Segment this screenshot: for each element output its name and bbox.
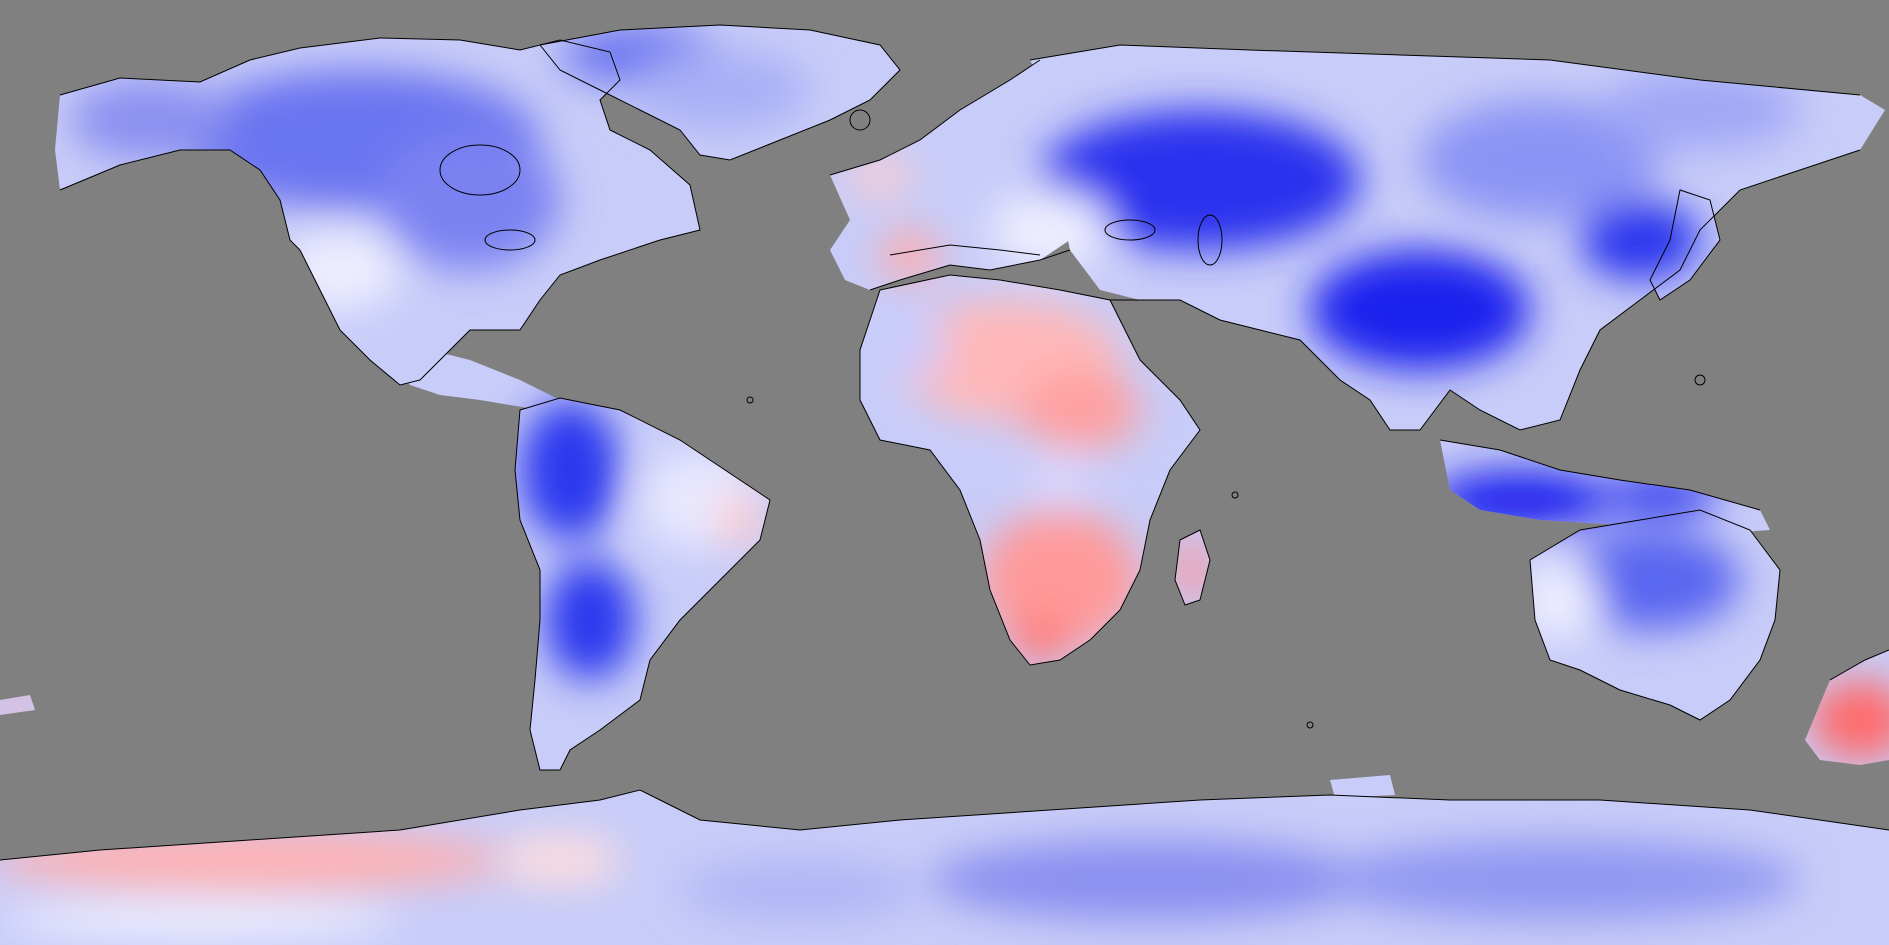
coastlines — [0, 24, 1889, 861]
